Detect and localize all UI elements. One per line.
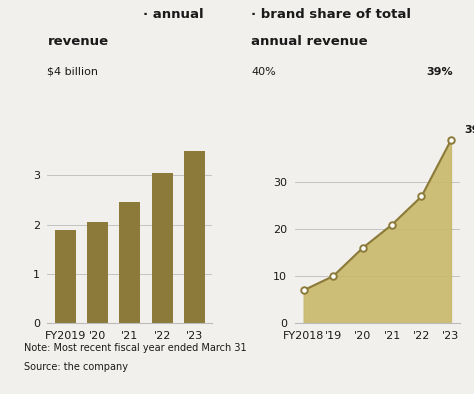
Bar: [152, 173, 173, 323]
Text: Source: the company: Source: the company: [24, 362, 128, 372]
Text: $4 billion: $4 billion: [47, 67, 99, 77]
Bar: [87, 222, 108, 323]
Point: [388, 221, 396, 228]
Text: Note: Most recent fiscal year ended March 31: Note: Most recent fiscal year ended Marc…: [24, 343, 246, 353]
Text: 39%: 39%: [426, 67, 453, 77]
Point: [447, 137, 455, 143]
Text: annual revenue: annual revenue: [251, 35, 368, 48]
Point: [359, 245, 366, 251]
Bar: [184, 151, 205, 323]
Point: [329, 273, 337, 279]
Point: [418, 193, 425, 200]
Text: revenue: revenue: [47, 35, 109, 48]
Bar: [119, 203, 140, 323]
Text: 39%: 39%: [464, 125, 474, 136]
Bar: [55, 229, 76, 323]
Text: 40%: 40%: [251, 67, 276, 77]
Text: · brand share of total: · brand share of total: [251, 8, 411, 21]
Point: [300, 287, 308, 294]
Text: · annual: · annual: [143, 8, 204, 21]
